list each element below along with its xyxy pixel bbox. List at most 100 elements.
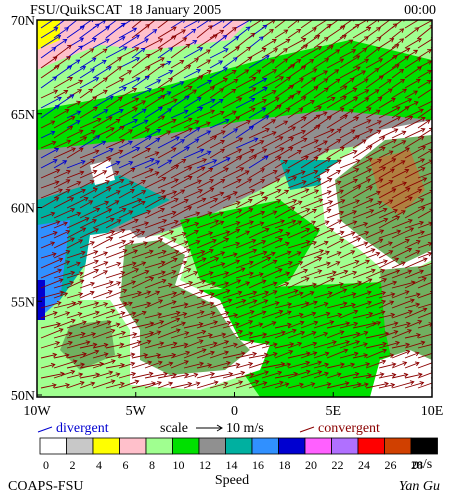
wind-arrow	[144, 279, 166, 289]
wind-arrow	[352, 58, 369, 69]
wind-arrow	[313, 169, 330, 179]
wind-arrow	[287, 313, 304, 319]
wind-arrow	[118, 312, 136, 319]
wind-arrow-head	[96, 117, 102, 123]
wind-arrow	[40, 20, 54, 29]
wind-arrow	[66, 59, 80, 69]
wind-arrow-head	[224, 271, 230, 276]
wind-arrow-head	[312, 68, 318, 73]
wind-arrow-head	[326, 261, 331, 267]
wind-arrow	[222, 97, 242, 109]
wind-arrow	[300, 178, 321, 189]
wind-arrow	[222, 381, 243, 389]
wind-arrow	[365, 269, 385, 279]
wind-arrow-head	[261, 47, 267, 53]
wind-arrow-head	[134, 268, 140, 273]
wind-arrow-head	[129, 181, 135, 186]
wind-arrow-head	[342, 288, 348, 293]
wind-arrow	[326, 25, 345, 39]
wind-arrow	[261, 76, 284, 89]
wind-arrow-head	[426, 79, 432, 85]
wind-arrow-head	[391, 362, 397, 368]
wind-arrow-head	[135, 77, 141, 82]
wind-arrow-head	[318, 198, 324, 203]
wind-arrow	[339, 260, 359, 269]
wind-arrow-head	[58, 278, 64, 283]
wind-arrow-head	[394, 44, 400, 49]
wind-arrow	[300, 27, 317, 39]
wind-arrow	[235, 138, 258, 149]
wind-arrow	[391, 239, 410, 249]
wind-arrow-head	[134, 97, 140, 103]
wind-arrow	[235, 272, 254, 279]
time: 00:00	[404, 3, 436, 18]
colorbar: 0 2 4 6 8 10 12 14 16 18 20 22 24 26 28	[39, 437, 438, 472]
wind-arrow-head	[298, 291, 304, 297]
wind-arrow-head	[340, 146, 345, 152]
wind-arrow-head	[356, 382, 362, 387]
wind-arrow-head	[141, 100, 147, 105]
wind-arrow	[378, 79, 392, 89]
wind-arrow-head	[261, 107, 267, 112]
wind-arrow-head	[292, 176, 298, 181]
wind-arrow-head	[115, 160, 121, 166]
wind-arrow	[209, 221, 224, 229]
wind-arrow-head	[355, 340, 360, 345]
wind-arrow	[157, 292, 177, 299]
wind-arrow	[404, 334, 421, 339]
wind-arrow-head	[353, 97, 359, 102]
wind-arrow-head	[120, 228, 126, 234]
wind-arrow-head	[324, 87, 329, 93]
wind-arrow-head	[349, 109, 354, 114]
colorbar-swatch	[357, 437, 385, 455]
wind-arrow-head	[195, 240, 201, 245]
legend-convergent: convergent	[318, 421, 380, 436]
wind-arrow-head	[157, 312, 163, 318]
colorbar-label: 16	[252, 458, 264, 472]
wind-arrow-head	[198, 321, 204, 327]
wind-arrow	[66, 341, 90, 349]
wind-arrow-head	[393, 208, 398, 214]
wind-arrow-head	[369, 209, 375, 214]
wind-arrow-head	[105, 26, 110, 31]
wind-arrow	[157, 300, 177, 309]
wind-arrow-head	[404, 168, 410, 174]
wind-arrow-head	[314, 227, 320, 233]
wind-arrow	[287, 302, 309, 309]
wind-arrow-head	[210, 86, 216, 91]
wind-arrow-head	[366, 178, 371, 183]
wind-arrow	[326, 181, 341, 189]
wind-arrow-head	[89, 290, 95, 296]
wind-arrow-head	[140, 230, 146, 236]
wind-arrow	[313, 129, 334, 139]
wind-arrow	[222, 221, 240, 229]
wind-arrow-head	[395, 269, 401, 274]
wind-arrow	[222, 110, 237, 119]
wind-arrow-head	[219, 220, 225, 226]
wind-arrow	[66, 45, 83, 59]
wind-arrow	[235, 373, 254, 379]
wind-arrow-head	[429, 25, 432, 30]
wind-arrow-head	[379, 229, 385, 234]
wind-arrow	[118, 210, 133, 219]
wind-arrow	[53, 39, 67, 49]
wind-arrow	[183, 212, 200, 219]
wind-arrow-head	[305, 227, 311, 233]
wind-arrow-head	[50, 211, 56, 217]
wind-arrow	[391, 187, 411, 199]
wind-arrow	[391, 131, 406, 139]
wind-arrow	[105, 190, 121, 199]
wind-arrow	[417, 160, 432, 169]
wind-arrow-head	[76, 100, 81, 106]
wind-arrow	[183, 222, 199, 229]
wind-arrow	[417, 88, 432, 99]
wind-arrow	[313, 208, 331, 219]
wind-arrow	[66, 20, 78, 29]
wind-arrow	[157, 108, 172, 119]
wind-arrow	[183, 362, 204, 369]
wind-arrow	[170, 139, 185, 149]
wind-arrow-head	[441, 109, 445, 113]
wind-arrow-head	[239, 167, 245, 172]
wind-arrow	[157, 318, 180, 329]
wind-arrow-head	[219, 211, 225, 216]
